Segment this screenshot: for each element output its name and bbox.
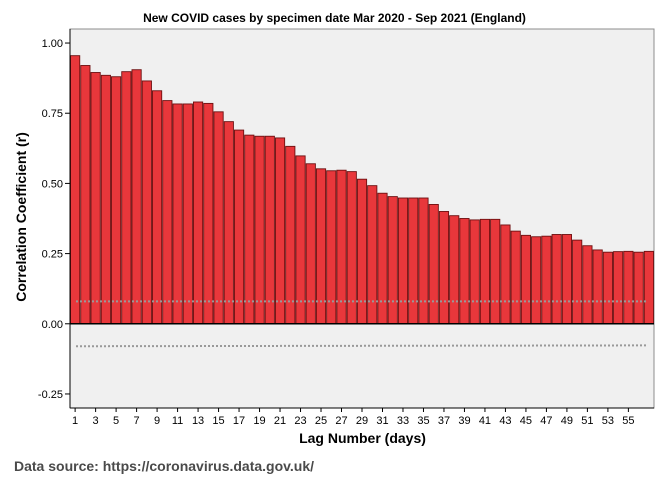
y-tick-label: -0.25 — [38, 389, 63, 401]
x-axis-label: Lag Number (days) — [299, 430, 426, 446]
y-tick-label: 1.00 — [42, 38, 63, 50]
x-tick-label: 55 — [622, 415, 634, 427]
x-axis: 1 3 5 7 9 11 13 15 17 19 21 23 25 27 29 31 33 35 37 39 41 43 4… — [70, 407, 654, 427]
bar-lag-35 — [418, 197, 429, 325]
y-tick-label: 0.00 — [42, 319, 63, 331]
x-tick-label: 21 — [274, 415, 286, 427]
bar-lag-42 — [490, 218, 501, 325]
bar-lag-10 — [162, 100, 173, 325]
x-tick-label: 47 — [540, 415, 552, 427]
bar-lag-4 — [100, 74, 111, 325]
x-tick-label: 33 — [397, 415, 409, 427]
y-tick-label: 0.50 — [42, 178, 63, 190]
bar-lag-11 — [172, 103, 183, 325]
x-tick-label: 43 — [499, 415, 511, 427]
bar-lag-23 — [295, 155, 306, 325]
x-tick-label: 5 — [113, 415, 119, 427]
bar-lag-32 — [387, 196, 398, 325]
x-tick-label: 17 — [233, 415, 245, 427]
x-tick-label: 9 — [154, 415, 160, 427]
x-tick-label: 29 — [356, 415, 368, 427]
bar-lag-40 — [469, 219, 480, 325]
bar-lag-52 — [592, 249, 603, 325]
bar-lag-54 — [613, 251, 624, 325]
lower-confidence-limit — [75, 344, 647, 348]
bar-lag-2 — [80, 65, 91, 325]
bar-lag-53 — [602, 251, 613, 325]
bar-lag-47 — [541, 235, 552, 325]
bar-lag-15 — [213, 111, 224, 325]
x-tick-label: 25 — [315, 415, 327, 427]
bar-lag-39 — [459, 218, 470, 325]
bar-lag-14 — [203, 102, 214, 325]
bar-lag-46 — [531, 236, 542, 325]
x-tick-label: 37 — [438, 415, 450, 427]
x-tick-label: 13 — [192, 415, 204, 427]
x-tick-label: 51 — [581, 415, 593, 427]
bar-lag-16 — [223, 121, 234, 325]
x-tick-label: 41 — [479, 415, 491, 427]
bar-lag-8 — [141, 80, 152, 325]
bar-lag-13 — [192, 101, 204, 325]
bar-lag-6 — [121, 71, 132, 325]
x-tick-label: 45 — [520, 415, 532, 427]
bar-lag-44 — [510, 230, 521, 325]
bar-lag-48 — [551, 234, 562, 325]
x-tick-label: 53 — [602, 415, 614, 427]
confidence-limits — [75, 300, 647, 348]
x-tick-label: 1 — [72, 415, 78, 427]
x-tick-label: 23 — [294, 415, 306, 427]
bar-lag-9 — [152, 90, 163, 325]
y-tick-label: 0.75 — [42, 108, 63, 120]
x-tick-label: 15 — [212, 415, 224, 427]
bar-lag-34 — [408, 197, 419, 325]
x-tick-label: 3 — [93, 415, 99, 427]
x-tick-label: 35 — [417, 415, 429, 427]
bar-lag-5 — [111, 76, 122, 325]
bar-lag-22 — [285, 145, 296, 325]
x-tick-label: 11 — [172, 415, 183, 427]
x-tick-label: 19 — [253, 415, 265, 427]
y-axis: 1.00 0.75 0.50 0.25 0.00 -0.25 — [38, 29, 71, 408]
bar-lag-51 — [582, 245, 593, 325]
bar-lag-55 — [623, 250, 634, 325]
bar-lag-33 — [397, 197, 409, 325]
bar-lag-38 — [449, 215, 460, 325]
y-axis-label: Correlation Coefficient (r) — [13, 132, 29, 302]
y-tick-label: 0.25 — [42, 249, 63, 261]
x-tick-label: 27 — [335, 415, 347, 427]
bar-lag-17 — [233, 129, 245, 325]
bar-lag-12 — [182, 103, 193, 325]
bar-lag-50 — [572, 239, 583, 325]
bar-lag-49 — [561, 234, 572, 325]
bar-lag-24 — [305, 163, 316, 325]
chart-title: New COVID cases by specimen date Mar 202… — [143, 11, 526, 25]
bar-lag-31 — [377, 192, 388, 325]
source-note: Data source: https://coronavirus.data.go… — [14, 458, 315, 474]
x-tick-label: 31 — [376, 415, 388, 427]
bar-lag-19 — [254, 135, 265, 325]
x-tick-label: 39 — [458, 415, 470, 427]
bar-lag-18 — [244, 134, 255, 325]
x-tick-label: 7 — [134, 415, 140, 427]
bar-lag-43 — [500, 224, 511, 325]
bar-lag-57 — [643, 250, 654, 325]
bar-lag-7 — [131, 69, 142, 325]
bar-lag-3 — [90, 72, 101, 325]
bar-lag-45 — [520, 234, 532, 325]
bar-lag-1 — [70, 55, 81, 325]
bar-lag-21 — [274, 137, 286, 325]
bar-lag-41 — [479, 218, 491, 325]
bar-lag-20 — [264, 135, 275, 325]
bar-lag-30 — [367, 185, 378, 325]
bar-lag-37 — [438, 211, 450, 325]
x-tick-label: 49 — [561, 415, 573, 427]
bar-lag-56 — [633, 251, 644, 325]
bar-lag-36 — [428, 204, 439, 325]
